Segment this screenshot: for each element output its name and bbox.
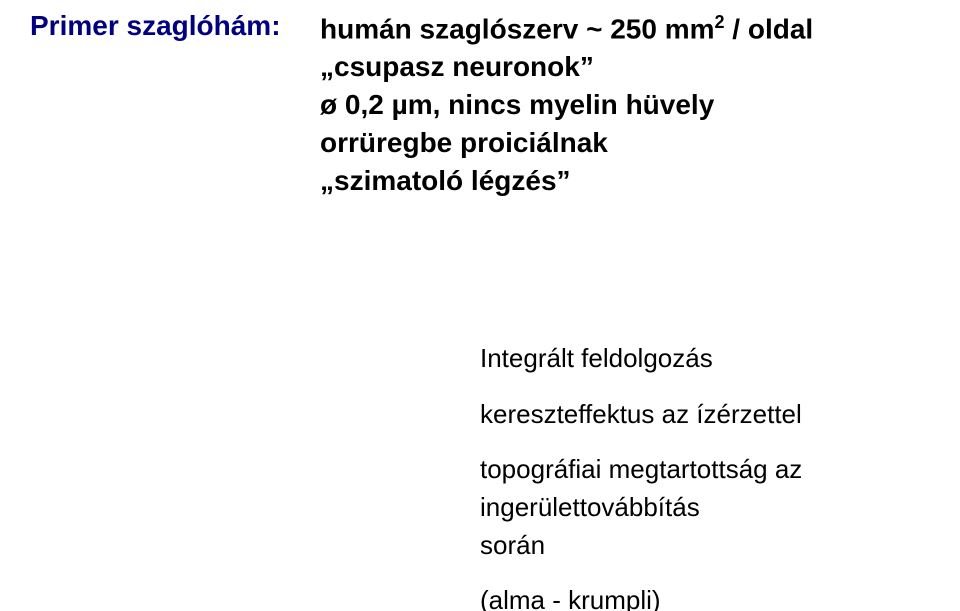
line-2: „csupasz neuronok” [320, 48, 813, 86]
lower-line-2: kereszteffektus az ízérzettel [480, 396, 802, 434]
main-text-block: humán szaglószerv ~ 250 mm2 / oldal „csu… [320, 10, 813, 199]
line-1-pre: humán szaglószerv ~ 250 mm [320, 13, 715, 44]
lower-line-6: (alma - krumpli) [480, 582, 802, 611]
line-4: orrüregbe proiciálnak [320, 124, 813, 162]
line-5: „szimatoló légzés” [320, 162, 813, 200]
line-1-post: / oldal [725, 13, 814, 44]
line-3: ø 0,2 µm, nincs myelin hüvely [320, 86, 813, 124]
slide-title: Primer szaglóhám: [30, 10, 281, 42]
lower-text-block: Integrált feldolgozás kereszteffektus az… [480, 340, 802, 611]
lower-line-1: Integrált feldolgozás [480, 340, 802, 378]
lower-line-4: ingerülettovábbítás [480, 489, 802, 527]
line-1-sup: 2 [715, 12, 725, 32]
slide-page: Primer szaglóhám: humán szaglószerv ~ 25… [0, 0, 960, 611]
line-1: humán szaglószerv ~ 250 mm2 / oldal [320, 10, 813, 48]
lower-line-5: során [480, 527, 802, 565]
lower-line-3: topográfiai megtartottság az [480, 451, 802, 489]
